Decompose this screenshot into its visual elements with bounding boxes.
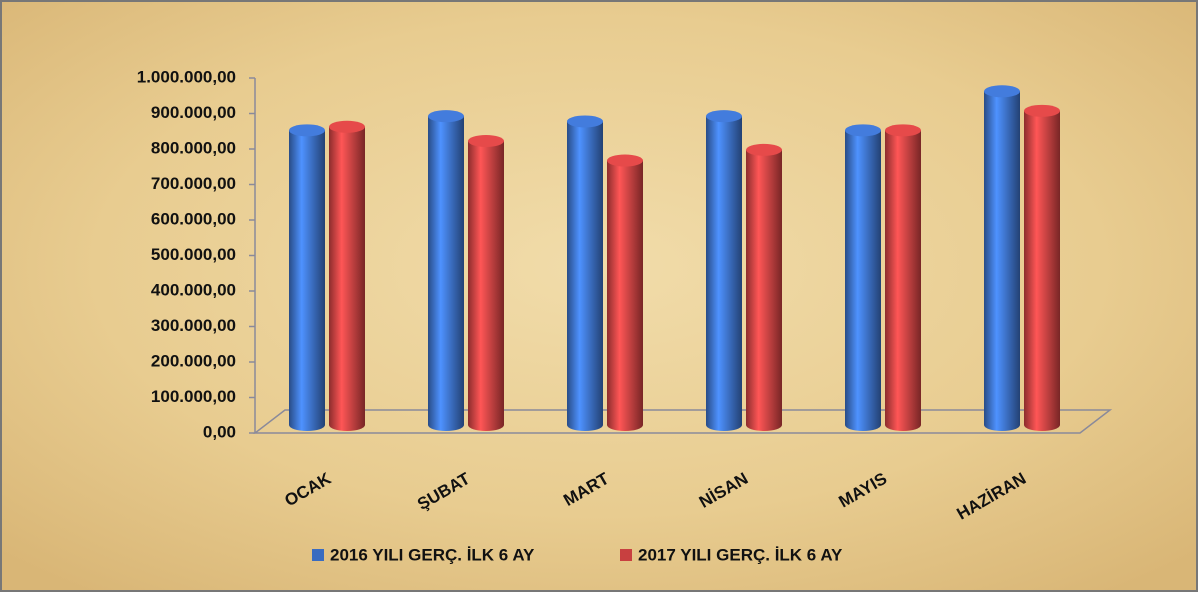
bar-top bbox=[468, 135, 504, 147]
bar bbox=[845, 130, 881, 425]
legend-label: 2016 YILI GERÇ. İLK 6 AY bbox=[330, 545, 535, 564]
y-tick-label: 0,00 bbox=[203, 422, 236, 441]
y-tick-label: 300.000,00 bbox=[151, 316, 236, 335]
bar bbox=[746, 149, 782, 425]
bar-top bbox=[289, 124, 325, 137]
y-tick-label: 400.000,00 bbox=[151, 280, 236, 299]
bar-top bbox=[984, 85, 1020, 98]
legend-label: 2017 YILI GERÇ. İLK 6 AY bbox=[638, 545, 843, 564]
bar bbox=[1024, 110, 1060, 425]
bar-top bbox=[428, 110, 464, 123]
bar-top bbox=[706, 110, 742, 123]
bar bbox=[607, 160, 643, 425]
bar bbox=[468, 141, 504, 425]
bar bbox=[984, 91, 1020, 426]
y-tick-label: 900.000,00 bbox=[151, 103, 236, 122]
y-tick-label: 500.000,00 bbox=[151, 245, 236, 264]
y-tick-label: 700.000,00 bbox=[151, 174, 236, 193]
bar-top bbox=[845, 124, 881, 137]
y-tick-label: 600.000,00 bbox=[151, 209, 236, 228]
bar bbox=[329, 126, 365, 426]
bar-top bbox=[607, 154, 643, 167]
y-tick-label: 800.000,00 bbox=[151, 138, 236, 157]
bar-top bbox=[567, 115, 603, 128]
bar bbox=[706, 116, 742, 426]
y-tick-label: 100.000,00 bbox=[151, 387, 236, 406]
bar bbox=[885, 130, 921, 425]
bar bbox=[289, 130, 325, 425]
bar-top bbox=[329, 120, 365, 133]
legend-swatch bbox=[620, 549, 632, 561]
legend-swatch bbox=[312, 549, 324, 561]
bar-top bbox=[885, 124, 921, 137]
bar-top bbox=[1024, 104, 1060, 117]
y-tick-label: 1.000.000,00 bbox=[137, 67, 236, 86]
y-tick-label: 200.000,00 bbox=[151, 351, 236, 370]
floor bbox=[252, 409, 1113, 434]
bar bbox=[567, 121, 603, 425]
bar bbox=[428, 116, 464, 426]
bar-top bbox=[746, 143, 782, 156]
